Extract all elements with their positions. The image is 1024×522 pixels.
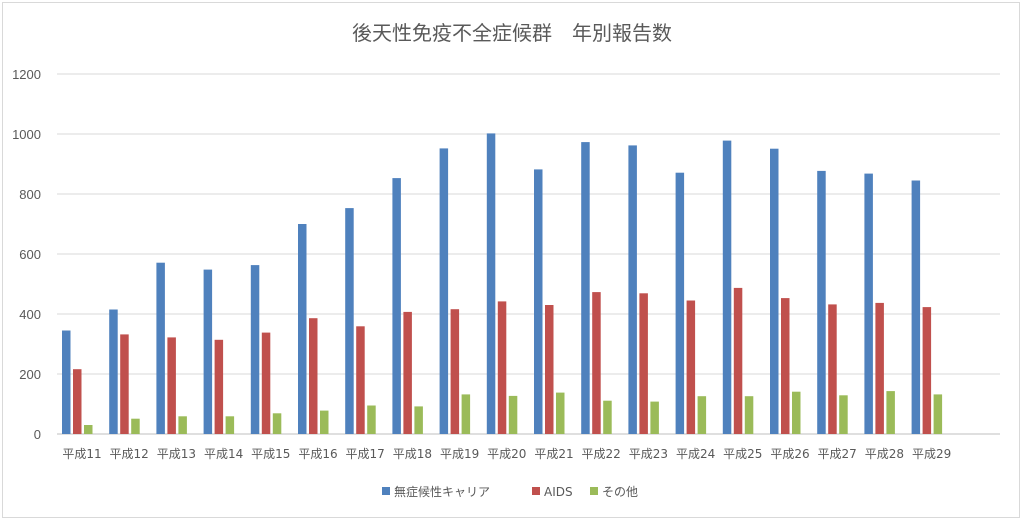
bar: [309, 318, 318, 434]
x-tick-label: 平成13: [157, 447, 196, 461]
bar: [486, 133, 496, 434]
bar: [770, 148, 779, 434]
y-tick-label: 400: [19, 307, 41, 322]
bar: [356, 326, 365, 434]
x-tick-label: 平成14: [204, 447, 243, 461]
bar: [461, 394, 471, 434]
bar: [203, 269, 213, 434]
bar: [508, 395, 518, 434]
bar: [744, 396, 754, 434]
bar: [62, 330, 71, 434]
bar: [84, 425, 93, 434]
bar: [697, 396, 707, 434]
bar: [403, 311, 412, 434]
bar: [272, 413, 282, 434]
bar: [722, 140, 732, 434]
y-axis: 0 200 400 600 800 1000 1200: [12, 67, 41, 442]
bar: [345, 208, 354, 434]
x-tick-label: 平成21: [534, 447, 573, 461]
bar: [592, 292, 601, 434]
bar: [450, 309, 460, 434]
legend-label: 無症候性キャリア: [394, 484, 490, 499]
bar: [911, 180, 921, 434]
bar: [922, 307, 932, 434]
bar: [367, 405, 376, 434]
bar: [886, 391, 895, 434]
x-axis: 平成11 平成12 平成13 平成14 平成15 平成16 平成17 平成18 平成19 平成20…: [62, 447, 951, 461]
bar: [261, 332, 271, 434]
bar: [109, 309, 118, 434]
bar: [733, 287, 743, 434]
y-tick-label: 1200: [12, 67, 41, 82]
legend-label: その他: [602, 485, 638, 499]
bar: [933, 394, 943, 434]
bar: [817, 170, 826, 434]
legend-swatch: [590, 487, 598, 495]
x-tick-label: 平成19: [440, 447, 479, 461]
bar: [320, 410, 329, 434]
legend-swatch: [382, 487, 390, 495]
bar: [250, 265, 260, 434]
bar: [603, 400, 612, 434]
x-tick-label: 平成15: [251, 447, 290, 461]
y-tick-label: 200: [19, 367, 41, 382]
x-tick-label: 平成22: [582, 447, 621, 461]
bar: [639, 293, 648, 434]
bar: [864, 173, 873, 434]
x-tick-label: 平成26: [770, 447, 809, 461]
y-tick-label: 800: [19, 187, 41, 202]
y-tick-label: 600: [19, 247, 41, 262]
legend: 無症候性キャリア AIDS その他: [382, 484, 638, 499]
bar: [828, 304, 837, 434]
x-tick-label: 平成17: [346, 447, 385, 461]
x-tick-label: 平成24: [676, 447, 715, 461]
bar: [120, 334, 129, 434]
x-tick-label: 平成20: [487, 447, 526, 461]
chart-title: 後天性免疫不全症候群 年別報告数: [352, 21, 672, 45]
x-tick-label: 平成11: [62, 447, 101, 461]
bar: [392, 178, 401, 434]
bar: [650, 401, 659, 434]
x-tick-label: 平成23: [629, 447, 668, 461]
bar: [298, 224, 307, 434]
x-tick-label: 平成16: [298, 447, 337, 461]
bar: [581, 142, 590, 434]
x-tick-label: 平成12: [110, 447, 149, 461]
x-tick-label: 平成29: [912, 447, 951, 461]
bar: [178, 416, 187, 434]
legend-label: AIDS: [544, 485, 573, 499]
bar: [875, 302, 884, 434]
legend-swatch: [532, 487, 540, 495]
bar: [839, 395, 848, 434]
bar: [156, 262, 165, 434]
bar: [497, 301, 507, 434]
bar: [781, 298, 790, 434]
bar: [792, 391, 801, 434]
bar: [414, 406, 423, 434]
bar: [675, 172, 685, 434]
bars: [62, 133, 943, 434]
bar: [167, 337, 176, 434]
bar: [73, 369, 82, 434]
bar: [686, 300, 696, 434]
bar: [545, 305, 554, 434]
bar: [628, 145, 637, 434]
bar: [439, 148, 449, 434]
bar: [534, 169, 543, 434]
x-tick-label: 平成27: [818, 447, 857, 461]
bar: [556, 392, 565, 434]
y-tick-label: 0: [34, 427, 41, 442]
bar: [214, 339, 224, 434]
x-tick-label: 平成25: [723, 447, 762, 461]
x-tick-label: 平成18: [393, 447, 432, 461]
y-tick-label: 1000: [12, 127, 41, 142]
bar: [225, 416, 235, 434]
bar: [131, 418, 140, 434]
x-tick-label: 平成28: [865, 447, 904, 461]
grid-lines: [57, 73, 1000, 435]
